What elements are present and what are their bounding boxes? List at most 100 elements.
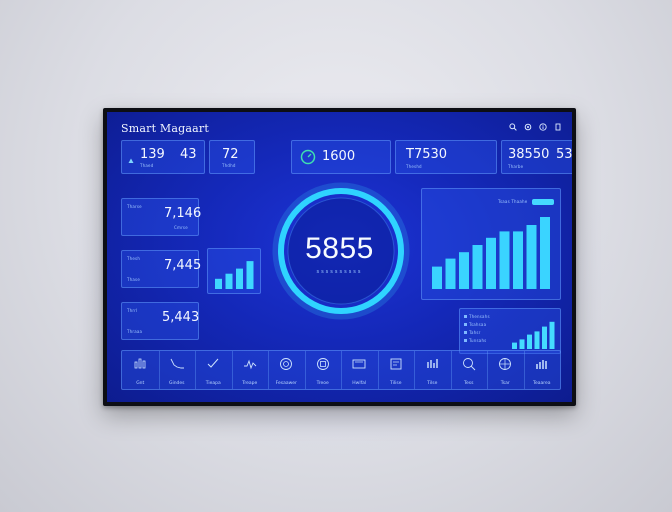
legend-item: Thensahs [464, 314, 490, 319]
mini-chart-bar [534, 331, 540, 349]
mini-bar [225, 273, 233, 289]
top-toolbar [509, 123, 562, 131]
pulse-icon [242, 356, 258, 376]
app-title: Smart Magaart [121, 122, 209, 135]
bottom-toolbar: Gnt Gindes Tieapa Treape Fesaawer Treoe Hwlfal… [121, 350, 561, 390]
stat-label-5: Tharbe [508, 164, 524, 169]
side-card-1[interactable]: Tharse 7,146 Cmrse [121, 198, 202, 236]
stat-value-2: 72 [222, 147, 239, 162]
right-bar-chart [432, 217, 550, 289]
side-card-2[interactable]: Thesh 7,445 Thase [121, 250, 202, 288]
chart-bar [432, 266, 442, 289]
stat-value-1b: 43 [180, 147, 197, 162]
side-label-1: Tharse [127, 204, 142, 209]
power-icon[interactable] [554, 123, 562, 131]
toolbar-button-label: Tess [464, 381, 474, 386]
toolbar-button-label: Treape [242, 381, 258, 386]
right-chart-card[interactable]: Tsaas Thaahe [421, 188, 561, 300]
mini-chart-bar [549, 321, 555, 349]
check-icon [205, 356, 221, 376]
stat-label-2: Thdhd [222, 163, 236, 168]
stat-value-5b: 535 [556, 147, 572, 162]
side-sub-3: Thraaa [127, 329, 143, 334]
toolbar-button-document[interactable]: Treoe [305, 351, 342, 389]
toolbar-button-label: Tilise [390, 381, 402, 386]
toolbar-button-check[interactable]: Tieapa [195, 351, 233, 389]
stat-card-3[interactable]: 1600 [291, 140, 391, 174]
info-icon[interactable] [539, 123, 547, 131]
side-value-1: 7,146 [164, 206, 202, 221]
toolbar-button-bars[interactable]: Tilse [414, 351, 452, 389]
toolbar-button-label: Gindes [168, 381, 185, 386]
chart-bar [526, 225, 537, 289]
side-value-2: 7,445 [164, 258, 202, 273]
chart-bar [499, 231, 510, 289]
legend-item: Tahsr [464, 330, 490, 335]
chart-bar [486, 237, 496, 289]
toolbar-button-label: Treoe [316, 381, 329, 386]
board-icon [388, 356, 404, 376]
legend-swatch [464, 330, 467, 334]
globe-icon [278, 356, 294, 376]
right-mini-bar-chart [512, 321, 555, 349]
stat-card-2[interactable]: 72 Thdhd [209, 140, 255, 174]
line-icon [169, 356, 185, 376]
mini-chart-bar [519, 339, 525, 349]
gauge-icon [300, 149, 316, 169]
legend-swatch [464, 322, 467, 326]
mini-bar [236, 268, 243, 289]
side-card-3[interactable]: Thrrl 5,443 Thraaa [121, 302, 199, 340]
toolbar-button-label: Gnt [136, 381, 145, 386]
stat-card-1[interactable]: 139 43 Thaed [121, 140, 205, 174]
network-icon [497, 356, 513, 376]
mini-legend: Thensahs Tsahsaa Tahsr Tunsahs [464, 314, 490, 343]
toolbar-button-label: Fesaawer [275, 381, 297, 386]
toolbar-button-bar-chart[interactable]: Teaarea [524, 351, 561, 389]
bars-icon [424, 356, 440, 376]
stat-value-5a: 38550 [508, 147, 550, 162]
side-sub-2: Thase [127, 277, 140, 282]
toolbar-button-board[interactable]: Tilise [378, 351, 415, 389]
chart-bar [472, 245, 483, 289]
toolbar-button-label: Teaarea [532, 381, 551, 386]
search-icon[interactable] [509, 123, 517, 131]
tv-frame: Smart Magaart 139 43 Thaed 7 [103, 108, 576, 406]
toolbar-button-line[interactable]: Gindes [159, 351, 196, 389]
mini-chart-bar [512, 342, 517, 349]
legend-item: Tsahsaa [464, 322, 490, 327]
side-value-3: 5,443 [162, 310, 200, 325]
toolbar-button-pulse[interactable]: Treape [232, 351, 269, 389]
toolbar-button-label: Tieapa [205, 381, 221, 386]
stat-value-3: 1600 [322, 149, 356, 164]
side-label-2: Thesh [127, 256, 141, 261]
toolbar-button-network[interactable]: Tsar [487, 351, 525, 389]
side-sub-1: Cmrse [174, 225, 188, 230]
chart-bar [459, 252, 469, 289]
mini-bar-card[interactable] [207, 248, 261, 294]
mini-bar-chart [215, 261, 254, 289]
stat-value-1a: 139 [140, 147, 165, 162]
toolbar-button-bar[interactable]: Gnt [122, 351, 160, 389]
stat-label-1: Thaed [140, 163, 154, 168]
right-mini-card[interactable]: Thensahs Tsahsaa Tahsr Tunsahs [459, 308, 561, 354]
search-icon [461, 356, 477, 376]
stat-card-5[interactable]: 38550 535 Tharbe [501, 140, 572, 174]
mini-chart-bar [542, 326, 547, 349]
gauge-ring [278, 188, 404, 314]
stat-card-4[interactable]: T7530 Theshd [395, 140, 497, 174]
toolbar-button-monitor[interactable]: Hwlfal [341, 351, 379, 389]
mini-chart-bar [527, 334, 532, 349]
legend-swatch [464, 314, 467, 318]
settings-icon[interactable] [524, 123, 532, 131]
filter-toggle[interactable] [532, 199, 554, 205]
mini-bar [215, 278, 222, 289]
toolbar-button-label: Tsar [500, 381, 510, 386]
document-icon [315, 356, 331, 376]
legend-swatch [464, 338, 467, 342]
bar-chart-icon [534, 356, 550, 376]
toolbar-button-search[interactable]: Tess [451, 351, 488, 389]
toolbar-button-label: Hwlfal [352, 381, 367, 386]
trend-up-icon [128, 149, 134, 168]
toolbar-button-label: Tilse [427, 381, 438, 386]
toolbar-button-globe[interactable]: Fesaawer [268, 351, 306, 389]
